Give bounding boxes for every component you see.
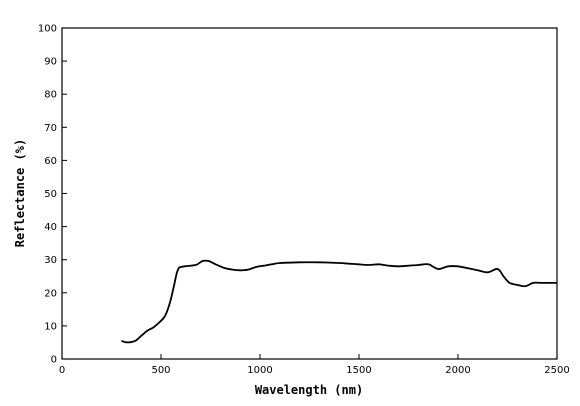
x-tick-label: 2000 [445,365,470,376]
y-tick-label: 50 [44,189,57,200]
x-axis-title: Wavelength (nm) [255,383,363,397]
y-axis-ticks: 0 10 20 30 40 50 60 70 80 90 100 [38,24,67,366]
y-tick-label: 80 [44,90,57,101]
y-axis-title: Reflectance (%) [13,139,27,247]
plot-frame [61,27,558,360]
y-tick-label: 70 [44,123,57,134]
reflectance-series-line [121,259,557,344]
y-tick-label: 0 [51,355,57,366]
y-tick-label: 10 [44,321,57,332]
y-tick-label: 60 [44,156,57,167]
x-tick-label: 1500 [346,365,371,376]
x-tick-label: 2500 [544,365,569,376]
x-tick-label: 1000 [247,365,272,376]
y-tick-label: 90 [44,57,57,68]
y-tick-label: 40 [44,222,57,233]
y-tick-label: 100 [38,24,57,35]
x-tick-label: 0 [59,365,65,376]
y-tick-label: 20 [44,288,57,299]
x-tick-label: 500 [151,365,170,376]
x-axis-ticks: 0 500 1000 1500 2000 2500 [59,354,570,376]
y-tick-label: 30 [44,255,57,266]
